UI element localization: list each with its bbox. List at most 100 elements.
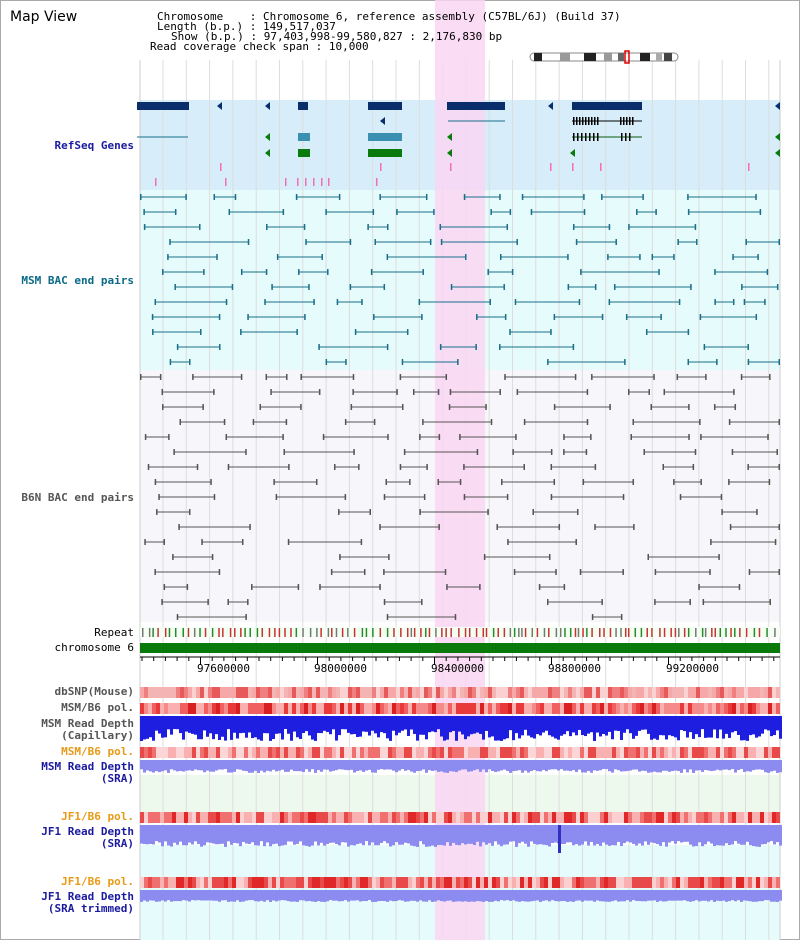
- heat-cell: [468, 747, 472, 758]
- heat-cell: [724, 703, 728, 714]
- bac-end-mark: [438, 434, 441, 440]
- depth-bar: [401, 890, 404, 901]
- depth-bar: [557, 716, 560, 740]
- depth-bar: [170, 890, 173, 902]
- track-label-msm-b6-pol-2[interactable]: MSM/B6 pol.: [61, 745, 134, 758]
- heat-cell: [172, 703, 176, 714]
- heat-cell: [588, 703, 592, 714]
- heat-cell: [688, 877, 692, 888]
- gene-exon: [597, 117, 599, 125]
- repeat-mark: [651, 628, 653, 637]
- depth-bar: [242, 825, 245, 843]
- heat-cell: [404, 812, 408, 823]
- track-label-b6n-bac[interactable]: B6N BAC end pairs: [21, 491, 134, 504]
- ideogram-band: [664, 53, 672, 61]
- repeat-mark: [468, 628, 471, 637]
- depth-bar: [665, 825, 668, 847]
- repeat-mark: [379, 628, 382, 637]
- depth-bar: [563, 890, 566, 902]
- track-label-dbsnp[interactable]: dbSNP(Mouse): [54, 685, 134, 698]
- heat-cell: [472, 812, 476, 823]
- depth-bar: [494, 825, 497, 842]
- track-label-msm-bac[interactable]: MSM BAC end pairs: [21, 274, 134, 287]
- heat-cell: [332, 687, 336, 698]
- ideogram-band: [584, 53, 596, 61]
- depth-bar: [266, 716, 269, 734]
- bac-end-mark: [463, 464, 465, 470]
- bac-end-mark: [748, 569, 751, 575]
- heat-cell: [764, 747, 768, 758]
- heat-cell: [612, 703, 616, 714]
- bac-end-mark: [241, 539, 244, 545]
- track-label-jf1-depth-trim[interactable]: JF1 Read Depth: [41, 890, 134, 903]
- depth-bar: [164, 760, 167, 771]
- depth-bar: [623, 825, 626, 844]
- heat-cell: [196, 812, 200, 823]
- repeat-mark: [157, 628, 159, 637]
- bac-end-mark: [476, 314, 478, 320]
- heat-cell: [208, 812, 212, 823]
- depth-bar: [164, 825, 167, 842]
- heat-cell: [360, 747, 364, 758]
- heat-cell: [352, 812, 356, 823]
- bac-end-mark: [509, 209, 512, 215]
- heat-cell: [336, 747, 340, 758]
- depth-bar: [290, 716, 293, 741]
- heat-cell: [620, 687, 624, 698]
- depth-bar: [770, 760, 773, 772]
- depth-bar: [575, 890, 578, 901]
- heat-cell: [280, 703, 284, 714]
- heat-cell: [572, 703, 576, 714]
- heat-cell: [720, 877, 724, 888]
- bac-end-mark: [379, 584, 381, 590]
- heat-cell: [228, 747, 232, 758]
- bac-end-mark: [295, 194, 298, 200]
- depth-bar: [761, 760, 764, 770]
- heat-cell: [496, 747, 500, 758]
- bac-end-mark: [173, 449, 175, 455]
- track-label-refseq[interactable]: RefSeq Genes: [54, 139, 134, 152]
- depth-bar: [740, 716, 743, 741]
- bac-end-mark: [710, 539, 712, 545]
- bac-end-mark: [702, 599, 705, 605]
- track-label-chromosome[interactable]: chromosome 6: [54, 641, 134, 654]
- track-label-jf1-depth-sra[interactable]: JF1 Read Depth: [41, 825, 134, 838]
- depth-bar: [635, 890, 638, 901]
- bac-end-mark: [247, 239, 250, 245]
- heat-cell: [520, 812, 524, 823]
- gene-exon: [591, 117, 593, 125]
- depth-bar: [449, 760, 452, 772]
- depth-bar: [722, 716, 725, 739]
- heat-cell: [416, 812, 420, 823]
- heat-cell: [424, 687, 428, 698]
- depth-bar: [689, 760, 692, 770]
- heat-cell: [768, 812, 772, 823]
- track-label-jf1-b6-pol[interactable]: JF1/B6 pol.: [61, 810, 134, 823]
- heat-cell: [612, 877, 616, 888]
- heat-cell: [168, 703, 172, 714]
- heat-cell: [460, 812, 464, 823]
- heat-cell: [580, 877, 584, 888]
- track-label-repeat[interactable]: Repeat: [94, 626, 134, 639]
- depth-bar: [671, 716, 674, 737]
- track-label-msm-depth-cap-sub: (Capillary): [61, 729, 134, 742]
- bac-end-mark: [678, 299, 681, 305]
- heat-cell: [224, 687, 228, 698]
- heat-cell: [552, 703, 556, 714]
- track-label-msm-depth-cap[interactable]: MSM Read Depth: [41, 717, 134, 730]
- heat-cell: [540, 877, 544, 888]
- depth-bar: [452, 716, 455, 731]
- bac-end-mark: [319, 584, 321, 590]
- bac-end-mark: [140, 194, 142, 200]
- depth-bar: [638, 760, 641, 772]
- heat-cell: [244, 747, 248, 758]
- track-label-jf1-b6-pol-2[interactable]: JF1/B6 pol.: [61, 875, 134, 888]
- track-label-msm-b6-pol[interactable]: MSM/B6 pol.: [61, 701, 134, 714]
- track-label-msm-depth-sra[interactable]: MSM Read Depth: [41, 760, 134, 773]
- info-chromosome: Chromosome : Chromosome 6, reference ass…: [157, 10, 621, 23]
- heat-cell: [200, 703, 204, 714]
- gene-arrow: [775, 149, 780, 157]
- depth-bar: [434, 890, 437, 902]
- depth-bar: [149, 890, 152, 901]
